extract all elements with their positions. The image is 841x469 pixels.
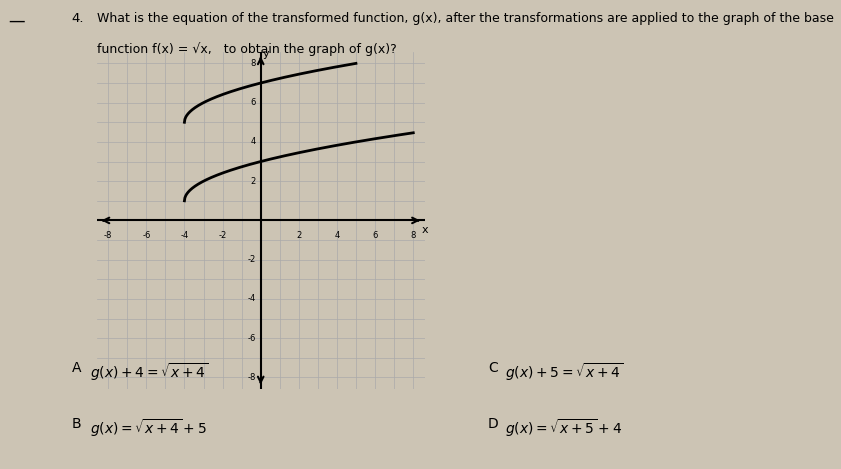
- Text: x: x: [421, 225, 428, 235]
- Text: 6: 6: [251, 98, 256, 107]
- Text: 8: 8: [251, 59, 256, 68]
- Text: 2: 2: [251, 177, 256, 186]
- Text: 4.: 4.: [71, 12, 84, 25]
- Text: $g(x)+4=\sqrt{x+4}$: $g(x)+4=\sqrt{x+4}$: [90, 361, 208, 383]
- Text: What is the equation of the transformed function, g(x), after the transformation: What is the equation of the transformed …: [97, 12, 833, 25]
- Text: $g(x)+5=\sqrt{x+4}$: $g(x)+5=\sqrt{x+4}$: [505, 361, 622, 383]
- Text: $g(x)=\sqrt{x+4}+5$: $g(x)=\sqrt{x+4}+5$: [90, 417, 207, 439]
- Text: 2: 2: [296, 231, 301, 240]
- Text: 8: 8: [410, 231, 416, 240]
- Text: y: y: [263, 49, 270, 59]
- Text: —: —: [8, 12, 25, 30]
- Text: -2: -2: [219, 231, 227, 240]
- Text: -8: -8: [247, 373, 256, 382]
- Text: C: C: [488, 361, 498, 375]
- Text: A: A: [71, 361, 81, 375]
- Text: -2: -2: [248, 255, 256, 264]
- Text: 4: 4: [251, 137, 256, 146]
- Text: 4: 4: [335, 231, 340, 240]
- Text: 6: 6: [373, 231, 378, 240]
- Text: -8: -8: [104, 231, 113, 240]
- Text: D: D: [488, 417, 499, 431]
- Text: function f(x) = √x,   to obtain the graph of g(x)?: function f(x) = √x, to obtain the graph …: [97, 42, 396, 56]
- Text: -6: -6: [247, 334, 256, 343]
- Text: -6: -6: [142, 231, 151, 240]
- Text: -4: -4: [248, 295, 256, 303]
- Text: -4: -4: [180, 231, 188, 240]
- Text: B: B: [71, 417, 81, 431]
- Text: $g(x)=\sqrt{x+5}+4$: $g(x)=\sqrt{x+5}+4$: [505, 417, 621, 439]
